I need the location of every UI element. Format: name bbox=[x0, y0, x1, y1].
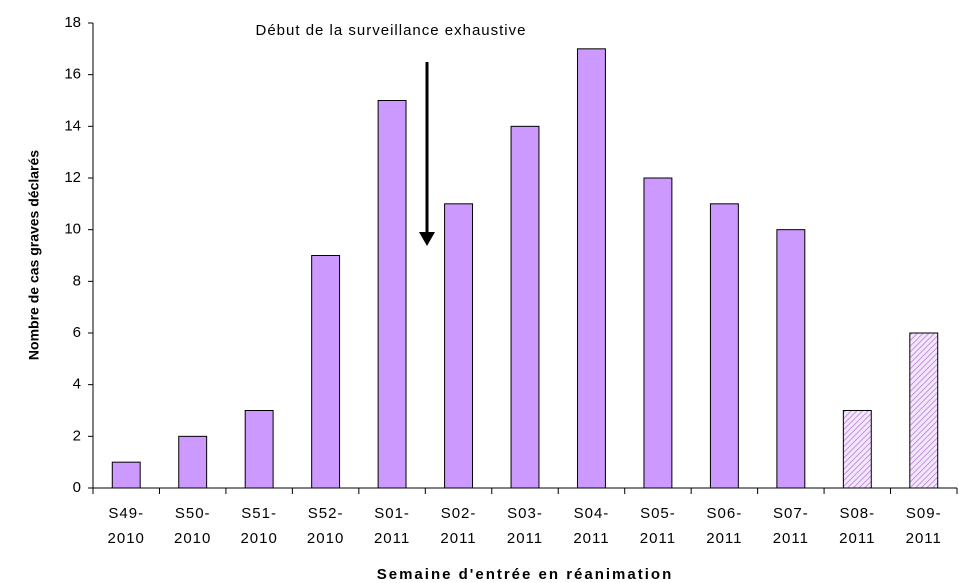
bar bbox=[510, 125, 540, 489]
x-tick-label: S08- bbox=[839, 505, 875, 522]
y-tick-label: 12 bbox=[64, 169, 81, 186]
x-tick-label: 2011 bbox=[440, 530, 476, 547]
x-tick-label: S50- bbox=[175, 505, 211, 522]
bar bbox=[577, 48, 606, 489]
bar bbox=[244, 410, 274, 489]
y-tick-label: 2 bbox=[73, 427, 81, 444]
x-tick-label: S07- bbox=[773, 505, 809, 522]
bar bbox=[178, 435, 208, 489]
y-axis-label: Nombre de cas graves déclarés bbox=[26, 150, 42, 360]
bar bbox=[377, 100, 407, 489]
y-tick-label: 18 bbox=[64, 14, 81, 31]
x-tick-label: S03- bbox=[507, 505, 543, 522]
y-tick-label: 16 bbox=[64, 66, 81, 83]
bar bbox=[776, 229, 806, 489]
arrow-head bbox=[419, 232, 435, 246]
x-tick-label: S52- bbox=[308, 505, 344, 522]
x-tick-label: 2011 bbox=[374, 530, 410, 547]
x-tick-label: 2011 bbox=[906, 530, 942, 547]
x-tick-label: 2010 bbox=[240, 530, 277, 547]
x-tick-label: S06- bbox=[707, 505, 743, 522]
bar bbox=[444, 203, 473, 489]
y-tick-label: 0 bbox=[73, 479, 81, 496]
y-tick-label: 14 bbox=[64, 117, 81, 134]
bar bbox=[709, 203, 739, 489]
x-tick-label: 2010 bbox=[307, 530, 344, 547]
bar bbox=[842, 410, 872, 489]
y-tick-label: 10 bbox=[64, 221, 81, 238]
x-axis-label: Semaine d'entrée en réanimation bbox=[377, 566, 673, 583]
y-tick-label: 8 bbox=[73, 272, 81, 289]
x-tick-label: 2010 bbox=[174, 530, 211, 547]
x-tick-label: S02- bbox=[441, 505, 477, 522]
bar bbox=[311, 255, 341, 489]
x-tick-label: S01- bbox=[374, 505, 410, 522]
bar bbox=[643, 177, 673, 489]
bar bbox=[111, 461, 141, 489]
annotation: Début de la surveillance exhaustive bbox=[256, 22, 527, 39]
y-tick-label: 6 bbox=[73, 324, 81, 341]
x-tick-label: S09- bbox=[906, 505, 942, 522]
x-tick-label: 2010 bbox=[108, 530, 145, 547]
y-tick-label: 4 bbox=[73, 376, 81, 393]
x-tick-label: S49- bbox=[108, 505, 144, 522]
annotation-box bbox=[205, 18, 577, 44]
x-tick-label: 2011 bbox=[706, 530, 742, 547]
x-tick-label: S05- bbox=[640, 505, 676, 522]
x-tick-label: S04- bbox=[574, 505, 610, 522]
x-tick-label: 2011 bbox=[773, 530, 809, 547]
x-tick-label: 2011 bbox=[640, 530, 676, 547]
x-tick-label: S51- bbox=[241, 505, 277, 522]
x-tick-label: 2011 bbox=[839, 530, 875, 547]
bar bbox=[909, 332, 939, 489]
x-tick-label: 2011 bbox=[507, 530, 543, 547]
x-tick-label: 2011 bbox=[573, 530, 609, 547]
